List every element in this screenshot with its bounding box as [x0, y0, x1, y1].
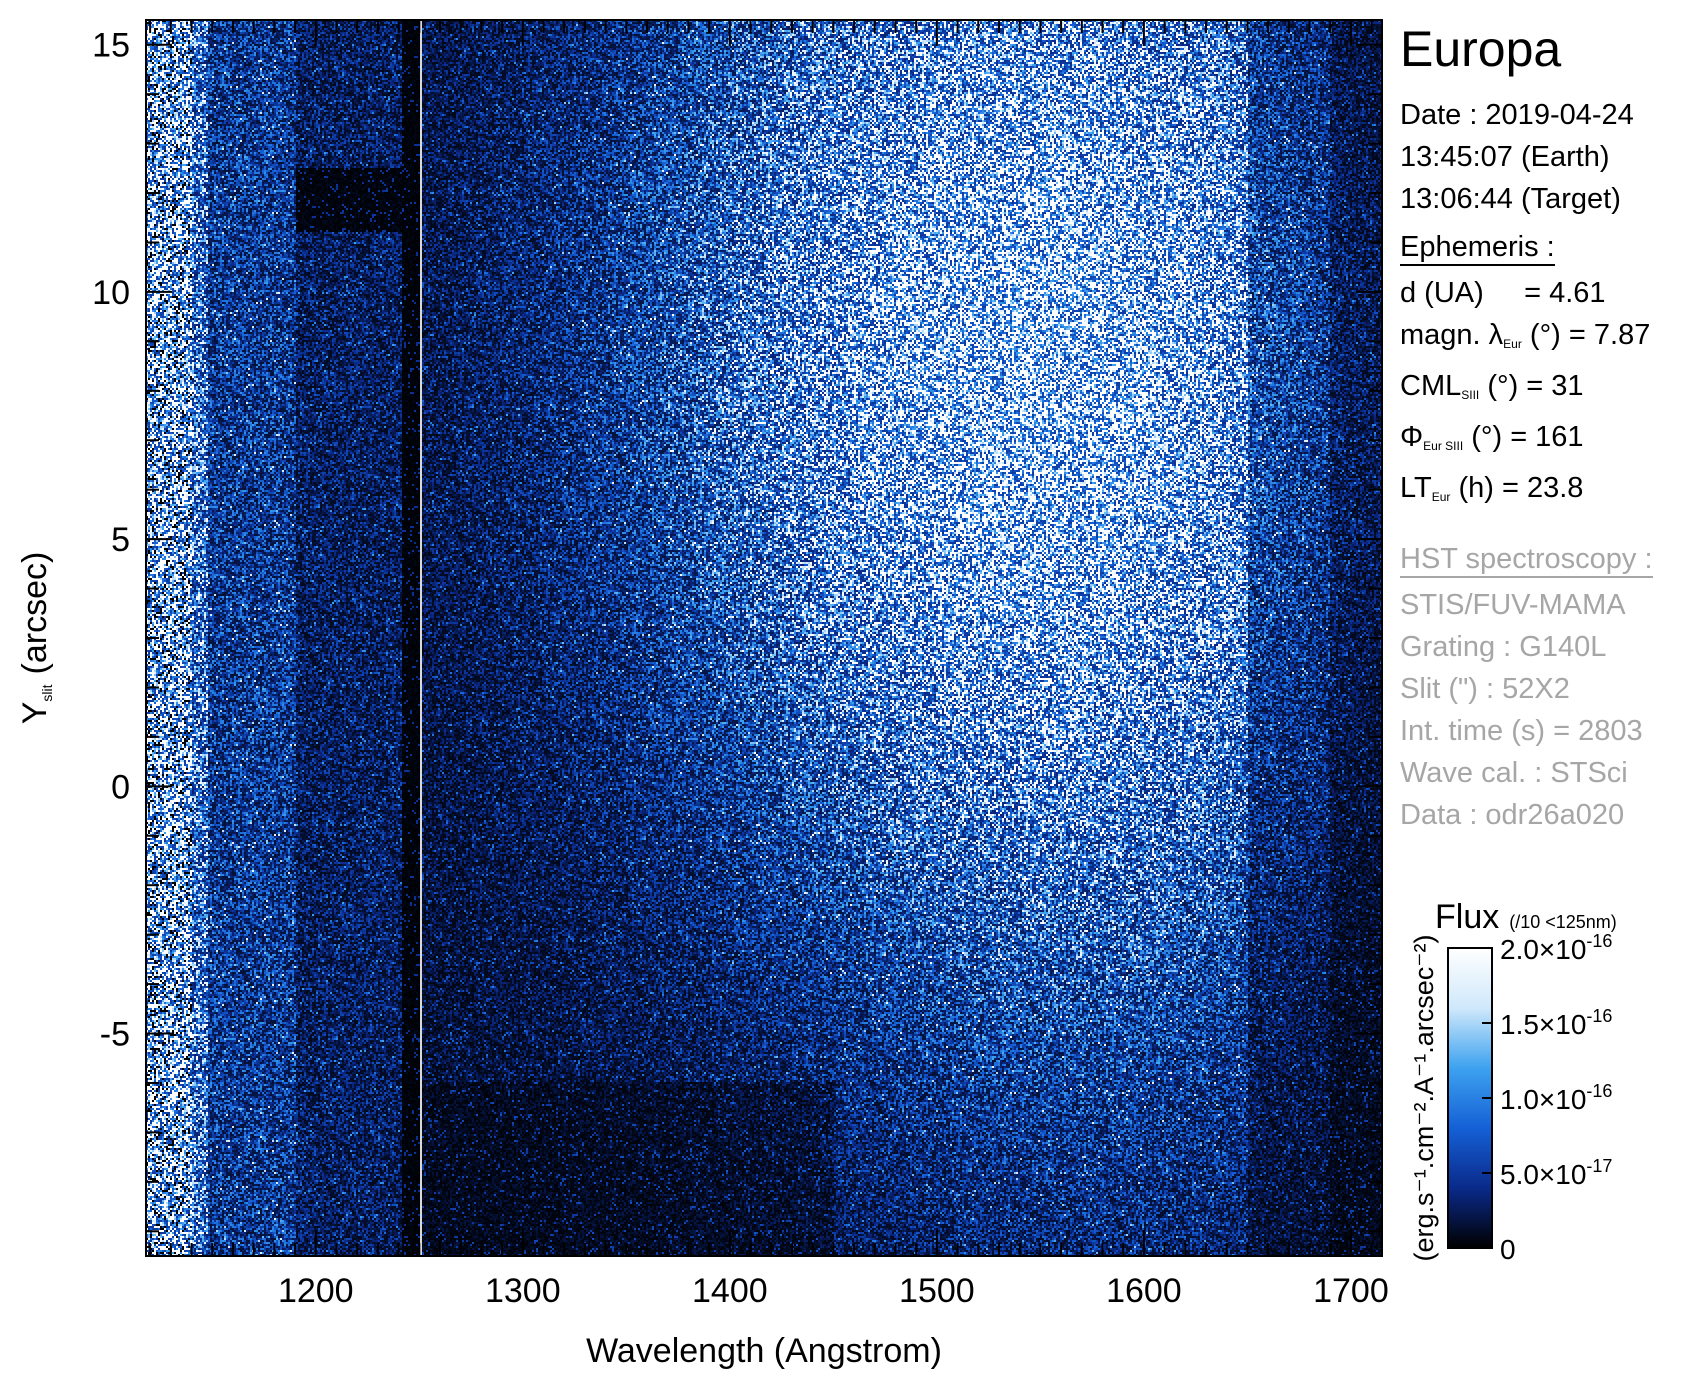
distance-value: = 4.61 — [1524, 277, 1606, 309]
grating-line: Grating : G140L — [1400, 631, 1607, 663]
distance-line: d (UA) = 4.61 — [1400, 272, 1683, 314]
colorbar-tick-label: 5.0×10-17 — [1500, 1156, 1612, 1190]
slit-line: Slit (") : 52X2 — [1400, 673, 1570, 705]
x-tick-label: 1400 — [692, 1272, 768, 1310]
x-tick-label: 1600 — [1106, 1272, 1182, 1310]
colorbar-tick-label: 0 — [1500, 1234, 1516, 1265]
distance-label: d (UA) — [1400, 277, 1484, 309]
data-id-line: Data : odr26a020 — [1400, 799, 1625, 831]
y-tick-label: 5 — [111, 521, 130, 559]
int-time-line: Int. time (s) = 2803 — [1400, 715, 1643, 747]
magn-value: (°) = 7.87 — [1529, 319, 1651, 351]
cml-line: CMLSIII (°) = 31 — [1400, 365, 1683, 416]
y-tick-label: 15 — [92, 27, 130, 65]
magn-latitude-line: magn. λEur (°) = 7.87 — [1400, 314, 1683, 365]
colorbar-tick-label: 1.5×10-16 — [1500, 1006, 1612, 1040]
lt-sub: Eur — [1431, 490, 1451, 504]
y-tick-label: 10 — [92, 274, 130, 312]
y-tick-label: 0 — [111, 768, 130, 806]
plot-area: 1200 1300 1400 1500 1600 1700 -5 0 5 10 15 — [92, 19, 1389, 1310]
colorbar-tick-label: 2.0×10-16 — [1500, 931, 1612, 965]
spectrogram-image — [146, 20, 1382, 1256]
info-panel: Europa Date : 2019-04-24 13:45:07 (Earth… — [1400, 18, 1683, 836]
x-tick-label: 1200 — [278, 1272, 354, 1310]
colorbar-title-flux: Flux — [1435, 898, 1500, 936]
target-name: Europa — [1400, 21, 1562, 77]
colorbar: 0 5.0×10-17 1.0×10-16 1.5×10-16 2.0×10-16 (e… — [1409, 931, 1612, 1265]
phi-sub: Eur SIII — [1423, 439, 1464, 453]
plot-frame — [145, 19, 1383, 1257]
magn-label: magn. λ — [1400, 319, 1504, 351]
phi-line: ΦEur SIII (°) = 161 — [1400, 416, 1683, 467]
y-axis-title-main: Y — [16, 702, 54, 725]
date-line: Date : 2019-04-24 — [1400, 99, 1634, 131]
x-axis-ticks: 1200 1300 1400 1500 1600 1700 — [149, 20, 1389, 1310]
magn-sub: Eur — [1503, 337, 1522, 351]
y-axis-title-sub: slit — [39, 684, 55, 701]
ephemeris-header: Ephemeris : — [1400, 230, 1555, 266]
phi-label: Φ — [1400, 421, 1424, 453]
earth-time-line: 13:45:07 (Earth) — [1400, 141, 1610, 173]
wave-cal-line: Wave cal. : STSci — [1400, 757, 1628, 789]
cml-sub: SIII — [1461, 388, 1480, 402]
colorbar-unit-label: (erg.s⁻¹.cm⁻².A⁻¹.arcsec⁻²) — [1409, 934, 1439, 1261]
local-time-line: LTEur (h) = 23.8 — [1400, 467, 1683, 518]
hst-header: HST spectroscopy : — [1400, 542, 1653, 578]
lt-value: (h) = 23.8 — [1458, 472, 1584, 504]
phi-value: (°) = 161 — [1471, 421, 1584, 453]
y-tick-label: -5 — [100, 1016, 130, 1054]
cml-label: CML — [1400, 370, 1462, 402]
spectrogram-image-holder — [146, 20, 1382, 1256]
instrument-line: STIS/FUV-MAMA — [1400, 589, 1626, 621]
lt-label: LT — [1400, 472, 1432, 504]
y-axis-ticks: -5 0 5 10 15 — [92, 27, 1382, 1233]
x-tick-label: 1700 — [1313, 1272, 1389, 1310]
y-axis-title: Yslit (arcsec) — [16, 552, 55, 725]
x-axis-title: Wavelength (Angstrom) — [586, 1332, 942, 1370]
x-tick-label: 1500 — [899, 1272, 975, 1310]
y-axis-title-unit: (arcsec) — [16, 552, 54, 675]
colorbar-tick-label: 1.0×10-16 — [1500, 1081, 1612, 1115]
target-time-line: 13:06:44 (Target) — [1400, 183, 1621, 215]
x-tick-label: 1300 — [485, 1272, 561, 1310]
colorbar-ticks: 0 5.0×10-17 1.0×10-16 1.5×10-16 2.0×10-16 — [1482, 931, 1612, 1265]
cml-value: (°) = 31 — [1487, 370, 1584, 402]
colorbar-title-note: (/10 <125nm) — [1509, 912, 1617, 932]
colorbar-title: Flux (/10 <125nm) — [1435, 898, 1617, 937]
